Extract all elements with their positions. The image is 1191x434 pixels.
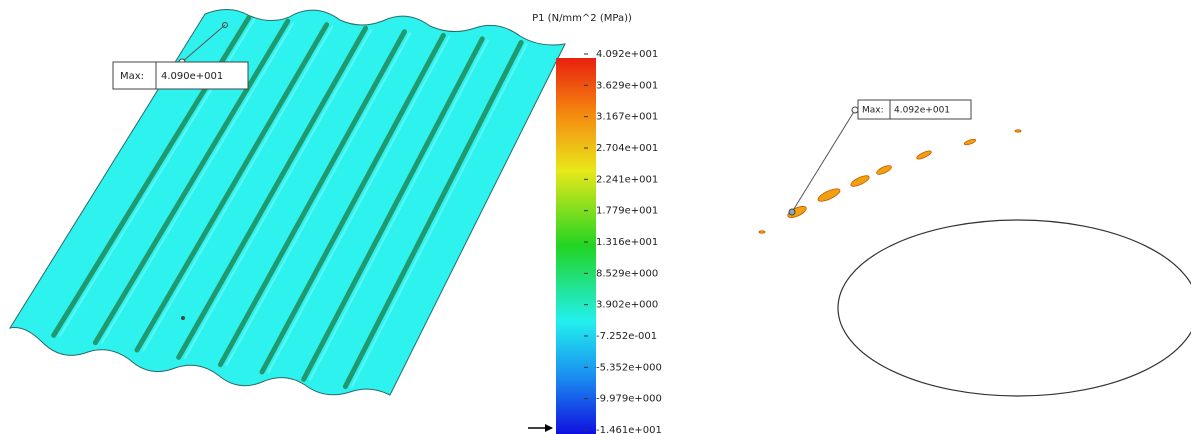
legend-tick-label: 2.704e+001 <box>596 143 658 154</box>
hotspot <box>849 174 870 189</box>
callout-value: 4.092e+001 <box>894 106 950 116</box>
legend-tick-label: 1.779e+001 <box>596 206 658 217</box>
legend-tick-label: 4.092e+001 <box>596 49 658 60</box>
callout-label: Max: <box>120 71 144 82</box>
legend-tick-label: 2.241e+001 <box>596 174 658 185</box>
legend-tick-label: -5.352e+000 <box>596 362 662 373</box>
legend-tick-label: 3.167e+001 <box>596 112 658 123</box>
probe-point <box>789 209 795 215</box>
legend-tick-label: 1.316e+001 <box>596 237 658 248</box>
node-marker <box>181 316 185 320</box>
hotspot <box>759 231 765 233</box>
callout: Max: 4.090e+001 <box>113 62 248 89</box>
hotspot <box>916 149 933 160</box>
legend-tick-label: 8.529e+000 <box>596 268 658 279</box>
legend-title: P1 (N/mm^2 (MPa)) <box>532 13 632 24</box>
screenshot: Max: 4.090e+001 P1 (N/mm^2 (MPa)) 4.092e… <box>0 0 1191 434</box>
hotspot <box>964 138 977 146</box>
legend-tick-label: 3.902e+000 <box>596 300 658 311</box>
color-bar <box>556 58 596 434</box>
min-arrow-head <box>545 424 553 432</box>
right-view: Max: 4.092e+001 <box>759 100 1191 396</box>
hotspot <box>875 164 892 176</box>
ellipse-outline <box>838 220 1191 396</box>
legend-tick-label: -1.461e+001 <box>596 425 662 434</box>
hotspot <box>816 186 841 203</box>
callout-value: 4.090e+001 <box>161 71 223 82</box>
stress-hotspots <box>759 130 1021 233</box>
callout-label: Max: <box>862 106 884 116</box>
legend-tick-label: 3.629e+001 <box>596 80 658 91</box>
legend-tick-label: -9.979e+000 <box>596 394 662 405</box>
legend-tick-label: -7.252e-001 <box>596 331 657 342</box>
probe-point <box>852 107 858 113</box>
hotspot <box>1015 130 1021 132</box>
